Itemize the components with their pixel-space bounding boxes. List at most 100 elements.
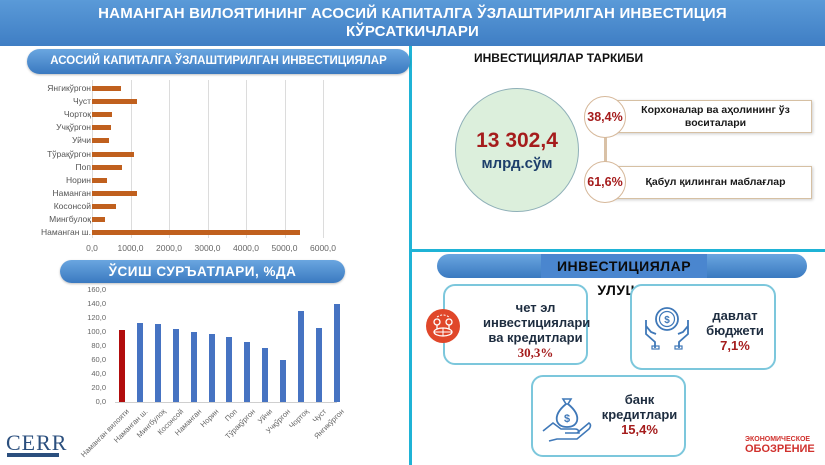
component-percent: 61,6% [587,175,623,189]
horizontal-divider [411,249,825,252]
bar [92,217,106,222]
total-investment-unit: млрд.сўм [481,155,553,172]
bar [92,86,121,91]
column [298,311,304,402]
gridline [284,80,286,238]
shares-title: ИНВЕСТИЦИЯЛАР УЛУШИ [541,254,707,298]
share-card-line: банк [624,392,655,407]
column [119,330,125,402]
component-own-funds: Корхоналар ва аҳолининг ўз воситалари [597,100,812,133]
x-tick-label: 3000,0 [194,243,221,253]
component-percent-badge: 61,6% [584,161,626,203]
hand-money-bag-icon: $ [542,398,592,442]
gridline [92,80,93,238]
x-tick-label: 4000,0 [233,243,259,253]
bar [92,138,110,144]
bar [92,190,137,196]
hands-coin-icon: $ [645,307,689,350]
category-label: Косонсой [53,200,91,211]
investments-bar-chart: 0,0 1000,0 2000,0 3000,0 4000,0 5000,0 6000,0 Я… [0,80,410,255]
bar [92,203,117,209]
x-tick-label: 0,0 [86,243,98,253]
column [262,348,269,402]
share-card-line: инвестициялари [483,315,591,330]
bar [92,112,113,118]
category-label: Уйчи [71,135,91,146]
y-tick-label: 0,0 [95,397,106,406]
column [244,342,251,402]
bar [92,164,123,170]
component-percent-badge: 38,4% [584,96,626,138]
gridline [207,80,209,238]
economic-review-logo: ЭКОНОМИЧЕСКОЕ ОБОЗРЕНИЕ [745,436,815,455]
investments-chart-title: АСОСИЙ КАПИТАЛГА ЎЗЛАШТИРИЛГАН ИНВЕСТИЦИ… [27,49,410,92]
bar [92,230,301,236]
component-label: Корхоналар ва аҳолининг ўз воситалари [641,103,790,129]
globe-investment-icon [426,309,460,343]
share-card-line: бюджети [706,323,764,338]
share-card-line: давлат [712,308,758,323]
x-tick-label: 5000,0 [271,243,298,253]
column [226,337,233,402]
share-card-value: 30,3% [517,345,554,360]
vertical-divider [409,46,412,465]
y-tick-label: 120,0 [87,313,106,322]
column [190,331,197,402]
category-label: Норин [198,407,221,429]
svg-text:$: $ [564,413,570,425]
share-card-bank: $ банк кредитлари 15,4% [531,375,686,457]
y-tick-label: 160,0 [87,285,106,294]
y-tick-label: 60,0 [91,355,106,364]
share-card-line: ва кредитлари [488,330,583,345]
component-percent: 38,4% [587,110,623,124]
y-tick-label: 140,0 [87,299,106,308]
bar [92,125,111,131]
share-card-value: 15,4% [621,422,658,437]
y-tick-label: 100,0 [87,327,106,336]
category-label: Наманган [52,187,91,198]
x-tick-label: 1000,0 [117,243,144,253]
growth-column-chart: 0,0 20,0 40,0 60,0 80,0 100,0 120,0 140,0 160,0 Н… [60,285,360,465]
bar [92,151,135,157]
category-label: Мингбулоқ [49,214,91,224]
column [172,328,179,402]
column [208,334,215,402]
share-card-budget: $ давлат бюджети 7,1% [630,284,776,370]
y-tick-label: 20,0 [91,383,106,392]
y-tick-label: 40,0 [91,369,106,378]
gridline [169,80,170,238]
gridline [246,80,247,238]
x-tick-label: 6000,0 [310,243,336,253]
share-card-line: кредитлари [601,407,678,422]
cerr-logo-underline [7,453,59,457]
bar [92,177,108,183]
total-investment-value: 13 302,4 [476,129,558,152]
component-label: Қабул қилинган маблағлар [645,176,786,188]
x-axis [115,402,337,403]
category-label: Чортоқ [287,407,311,431]
column [280,359,287,402]
share-card-value: 7,1% [720,338,750,353]
category-label: Учқўргон [56,122,91,133]
header-title-line1: НАМАНГАН ВИЛОЯТИНИНГ АСОСИЙ КАПИТАЛГА ЎЗ… [98,5,727,22]
category-label: Норин [65,174,91,185]
growth-chart-title: ЎСИШ СУРЪАТЛАРИ, %ДА [60,260,345,283]
category-label: Поп [75,161,91,172]
category-label: Чуст [73,96,91,107]
column [136,323,143,402]
category-label: Тўрақўргон [47,148,91,159]
category-label: Наманган ш. [40,227,91,238]
logo-line: ЭКОНОМИЧЕСКОЕ [745,436,811,443]
column [315,328,322,402]
svg-text:$: $ [664,315,670,326]
logo-line: ОБОЗРЕНИЕ [745,443,815,455]
category-label: Чортоқ [63,109,91,120]
shares-title-bar: ИНВЕСТИЦИЯЛАР УЛУШИ [437,254,807,298]
gridline [130,80,132,238]
total-investment-circle: 13 302,4 млрд.сўм [455,88,579,212]
gridline [323,80,324,238]
structure-title: ИНВЕСТИЦИЯЛАР ТАРКИБИ [474,51,644,65]
category-label: Янгикўргон [47,83,91,93]
component-connector [604,120,607,180]
share-card-foreign: чет эл инвестициялари ва кредитлари 30,3… [426,284,591,365]
